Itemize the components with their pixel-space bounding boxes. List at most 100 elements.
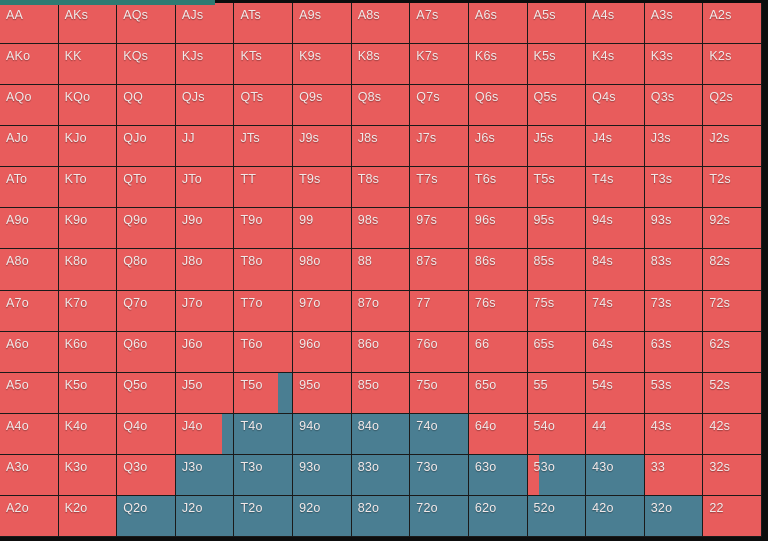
- hand-cell[interactable]: J8o: [175, 249, 235, 291]
- hand-cell[interactable]: 85s: [527, 249, 587, 291]
- hand-cell[interactable]: Q8o: [117, 249, 176, 291]
- hand-cell[interactable]: A4o: [0, 413, 59, 455]
- hand-cell[interactable]: 86s: [468, 249, 528, 291]
- hand-cell[interactable]: 62s: [703, 331, 762, 373]
- hand-cell[interactable]: Q4s: [586, 85, 645, 127]
- hand-cell[interactable]: K7o: [58, 290, 118, 332]
- hand-cell[interactable]: K5o: [58, 372, 118, 414]
- hand-cell[interactable]: QTo: [117, 167, 176, 209]
- hand-cell[interactable]: 63o: [468, 454, 528, 496]
- hand-cell[interactable]: AJs: [175, 3, 235, 45]
- hand-cell[interactable]: T7s: [410, 167, 469, 209]
- hand-cell[interactable]: T2o: [234, 495, 294, 537]
- hand-cell[interactable]: T4s: [586, 167, 645, 209]
- hand-cell[interactable]: 84o: [351, 413, 411, 455]
- hand-cell[interactable]: 76s: [468, 290, 528, 332]
- hand-cell[interactable]: KQo: [58, 85, 118, 127]
- hand-cell[interactable]: K8o: [58, 249, 118, 291]
- hand-cell[interactable]: J7s: [410, 126, 469, 168]
- hand-cell[interactable]: T3s: [644, 167, 704, 209]
- hand-cell[interactable]: T8o: [234, 249, 294, 291]
- hand-cell[interactable]: J5o: [175, 372, 235, 414]
- hand-cell[interactable]: K2o: [58, 495, 118, 537]
- hand-cell[interactable]: 93o: [293, 454, 352, 496]
- hand-cell[interactable]: 43o: [586, 454, 645, 496]
- hand-cell[interactable]: A2o: [0, 495, 59, 537]
- hand-cell[interactable]: J4o: [175, 413, 235, 455]
- hand-cell[interactable]: 92o: [293, 495, 352, 537]
- hand-cell[interactable]: Q6s: [468, 85, 528, 127]
- hand-cell[interactable]: T7o: [234, 290, 294, 332]
- hand-cell[interactable]: 72o: [410, 495, 469, 537]
- hand-cell[interactable]: A7s: [410, 3, 469, 45]
- hand-cell[interactable]: J7o: [175, 290, 235, 332]
- hand-cell[interactable]: 54o: [527, 413, 587, 455]
- hand-cell[interactable]: 32s: [703, 454, 762, 496]
- hand-cell[interactable]: 98s: [351, 208, 411, 250]
- hand-cell[interactable]: K6o: [58, 331, 118, 373]
- hand-cell[interactable]: 87o: [351, 290, 411, 332]
- hand-cell[interactable]: 75o: [410, 372, 469, 414]
- hand-cell[interactable]: 52o: [527, 495, 587, 537]
- hand-cell[interactable]: 82o: [351, 495, 411, 537]
- hand-cell[interactable]: QJo: [117, 126, 176, 168]
- hand-cell[interactable]: 65o: [468, 372, 528, 414]
- hand-cell[interactable]: 42s: [703, 413, 762, 455]
- hand-cell[interactable]: AKo: [0, 44, 59, 86]
- hand-cell[interactable]: 43s: [644, 413, 704, 455]
- hand-cell[interactable]: JTo: [175, 167, 235, 209]
- hand-cell[interactable]: A8o: [0, 249, 59, 291]
- hand-cell[interactable]: Q5s: [527, 85, 587, 127]
- hand-cell[interactable]: 77: [410, 290, 469, 332]
- hand-cell[interactable]: K6s: [468, 44, 528, 86]
- hand-cell[interactable]: T4o: [234, 413, 294, 455]
- hand-cell[interactable]: AQo: [0, 85, 59, 127]
- hand-cell[interactable]: 84s: [586, 249, 645, 291]
- hand-cell[interactable]: K5s: [527, 44, 587, 86]
- hand-cell[interactable]: 55: [527, 372, 587, 414]
- hand-cell[interactable]: A4s: [586, 3, 645, 45]
- hand-cell[interactable]: 92s: [703, 208, 762, 250]
- hand-cell[interactable]: 22: [703, 495, 762, 537]
- hand-cell[interactable]: J3o: [175, 454, 235, 496]
- hand-cell[interactable]: T9o: [234, 208, 294, 250]
- hand-cell[interactable]: J5s: [527, 126, 587, 168]
- hand-cell[interactable]: AJo: [0, 126, 59, 168]
- hand-cell[interactable]: 85o: [351, 372, 411, 414]
- hand-cell[interactable]: 53o: [527, 454, 587, 496]
- hand-cell[interactable]: T3o: [234, 454, 294, 496]
- hand-cell[interactable]: 94s: [586, 208, 645, 250]
- hand-cell[interactable]: A8s: [351, 3, 411, 45]
- hand-cell[interactable]: K4s: [586, 44, 645, 86]
- hand-cell[interactable]: 83o: [351, 454, 411, 496]
- hand-cell[interactable]: J4s: [586, 126, 645, 168]
- hand-cell[interactable]: T6o: [234, 331, 294, 373]
- hand-cell[interactable]: 96o: [293, 331, 352, 373]
- hand-cell[interactable]: Q2o: [117, 495, 176, 537]
- hand-cell[interactable]: 87s: [410, 249, 469, 291]
- hand-cell[interactable]: J6s: [468, 126, 528, 168]
- hand-cell[interactable]: T2s: [703, 167, 762, 209]
- hand-cell[interactable]: Q7o: [117, 290, 176, 332]
- hand-cell[interactable]: 93s: [644, 208, 704, 250]
- hand-cell[interactable]: 74s: [586, 290, 645, 332]
- hand-cell[interactable]: 73s: [644, 290, 704, 332]
- hand-cell[interactable]: J9o: [175, 208, 235, 250]
- hand-cell[interactable]: A9s: [293, 3, 352, 45]
- hand-cell[interactable]: AKs: [58, 3, 118, 45]
- hand-cell[interactable]: TT: [234, 167, 294, 209]
- hand-cell[interactable]: A9o: [0, 208, 59, 250]
- hand-cell[interactable]: 86o: [351, 331, 411, 373]
- hand-cell[interactable]: KJo: [58, 126, 118, 168]
- hand-cell[interactable]: QJs: [175, 85, 235, 127]
- hand-cell[interactable]: 73o: [410, 454, 469, 496]
- hand-cell[interactable]: A7o: [0, 290, 59, 332]
- hand-cell[interactable]: A3o: [0, 454, 59, 496]
- hand-cell[interactable]: K3s: [644, 44, 704, 86]
- hand-cell[interactable]: 83s: [644, 249, 704, 291]
- hand-cell[interactable]: KQs: [117, 44, 176, 86]
- hand-cell[interactable]: Q8s: [351, 85, 411, 127]
- hand-cell[interactable]: JTs: [234, 126, 294, 168]
- hand-cell[interactable]: 62o: [468, 495, 528, 537]
- hand-cell[interactable]: J9s: [293, 126, 352, 168]
